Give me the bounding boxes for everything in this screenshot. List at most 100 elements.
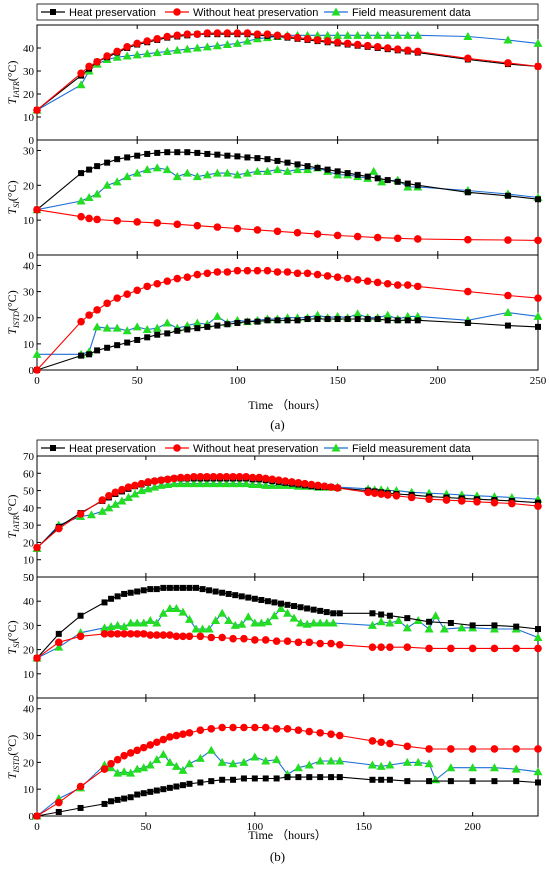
data-point-without bbox=[85, 311, 93, 319]
series-without bbox=[33, 266, 542, 374]
data-point-heat bbox=[384, 317, 391, 324]
data-point-heat bbox=[219, 589, 226, 596]
data-point-heat bbox=[94, 163, 101, 170]
data-point-heat bbox=[114, 796, 121, 803]
data-point-without bbox=[512, 644, 521, 653]
data-point-heat bbox=[166, 784, 173, 791]
series-heat bbox=[34, 774, 541, 819]
data-point-heat bbox=[160, 786, 167, 793]
data-point-without bbox=[263, 266, 272, 275]
data-point-without bbox=[293, 33, 302, 42]
data-point-without bbox=[403, 46, 412, 55]
data-point-field bbox=[293, 165, 303, 174]
y-axis-label: TSI(°C) bbox=[5, 620, 21, 654]
data-point-without bbox=[320, 482, 329, 491]
data-point-heat bbox=[232, 592, 239, 599]
data-point-field bbox=[171, 603, 181, 612]
data-point-heat bbox=[274, 157, 281, 164]
data-point-field bbox=[92, 189, 102, 198]
data-point-field bbox=[272, 165, 282, 174]
data-point-field bbox=[192, 318, 202, 327]
data-point-field bbox=[394, 616, 404, 625]
data-point-heat bbox=[386, 776, 393, 783]
data-point-heat bbox=[153, 586, 160, 593]
data-point-heat bbox=[199, 586, 206, 593]
y-axis-label-unit: (°C) bbox=[5, 60, 19, 81]
data-point-without bbox=[105, 491, 113, 500]
data-point-without bbox=[313, 36, 322, 44]
data-point-heat bbox=[364, 173, 371, 180]
y-axis-label-sub: IATR bbox=[12, 515, 21, 533]
data-point-without bbox=[33, 654, 41, 662]
data-point-heat bbox=[174, 327, 181, 334]
data-point-heat bbox=[469, 778, 476, 785]
data-point-field bbox=[323, 30, 333, 39]
data-point-heat bbox=[104, 344, 111, 351]
data-point-field bbox=[326, 756, 336, 765]
data-point-without bbox=[305, 727, 314, 736]
data-point-heat bbox=[297, 604, 304, 611]
data-point-without bbox=[457, 497, 466, 505]
data-point-without bbox=[251, 636, 259, 644]
y-axis-label-main: T bbox=[5, 531, 19, 539]
data-point-field bbox=[145, 616, 155, 625]
data-point-field bbox=[333, 30, 343, 39]
data-point-field bbox=[163, 480, 173, 489]
data-point-heat bbox=[284, 601, 291, 608]
data-point-heat bbox=[317, 607, 324, 614]
data-point-heat bbox=[354, 316, 361, 323]
data-point-heat bbox=[114, 593, 121, 600]
y-tick-label: 10 bbox=[23, 112, 35, 124]
data-point-heat bbox=[317, 774, 324, 781]
data-point-field bbox=[132, 322, 142, 331]
data-point-heat bbox=[208, 778, 215, 785]
data-point-without bbox=[368, 737, 377, 745]
data-point-heat bbox=[206, 587, 213, 594]
data-point-heat bbox=[374, 316, 381, 323]
data-point-heat bbox=[369, 610, 376, 617]
data-point-without bbox=[213, 29, 222, 37]
data-point-without bbox=[93, 215, 101, 224]
data-point-field bbox=[385, 760, 395, 769]
y-tick-label: 40 bbox=[23, 43, 35, 55]
y-tick-label: 30 bbox=[23, 520, 35, 532]
data-point-field bbox=[439, 624, 449, 633]
data-point-field bbox=[211, 616, 221, 625]
data-point-without bbox=[263, 30, 272, 38]
data-point-without bbox=[137, 479, 146, 488]
data-point-field bbox=[276, 603, 286, 612]
data-point-field bbox=[102, 180, 112, 189]
y-tick-label: 30 bbox=[23, 731, 35, 743]
data-point-without bbox=[222, 472, 231, 481]
data-point-without bbox=[183, 473, 192, 482]
y-tick-label: 0 bbox=[29, 811, 35, 823]
data-point-without bbox=[126, 749, 135, 757]
data-point-field bbox=[250, 752, 260, 761]
data-point-without bbox=[223, 29, 232, 37]
data-point-field bbox=[373, 30, 383, 39]
y-axis-label-main: T bbox=[5, 207, 19, 215]
data-point-without bbox=[233, 224, 242, 233]
data-point-heat bbox=[273, 775, 280, 782]
data-point-heat bbox=[447, 778, 454, 785]
series-line-heat bbox=[36, 33, 539, 111]
series-without bbox=[33, 29, 542, 114]
y-axis-label-unit: (°C) bbox=[5, 735, 19, 756]
data-point-heat bbox=[491, 778, 498, 785]
data-point-field bbox=[403, 30, 413, 39]
data-point-heat bbox=[324, 316, 331, 323]
data-point-heat bbox=[258, 596, 265, 603]
data-point-heat bbox=[535, 323, 541, 330]
data-point-heat bbox=[184, 326, 191, 333]
data-point-field bbox=[158, 749, 168, 758]
data-point-heat bbox=[147, 788, 154, 795]
y-axis-label-main: T bbox=[5, 771, 19, 779]
data-point-heat bbox=[306, 774, 313, 781]
data-point-field bbox=[353, 309, 363, 318]
data-point-heat bbox=[271, 599, 278, 606]
x-tick-label: 200 bbox=[430, 375, 447, 387]
data-point-heat bbox=[404, 180, 411, 187]
data-point-without bbox=[190, 472, 198, 481]
data-point-without bbox=[273, 268, 282, 276]
data-point-heat bbox=[164, 149, 171, 156]
